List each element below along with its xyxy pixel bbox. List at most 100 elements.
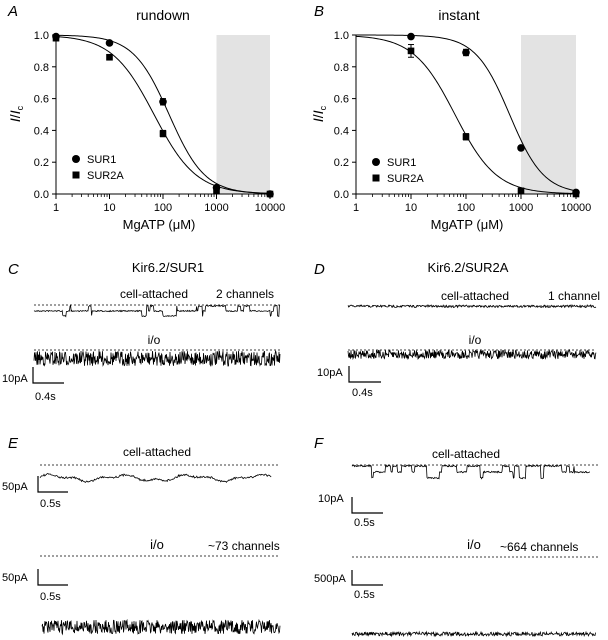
panel-b-y-tick-label: 0.6 [334, 94, 349, 106]
panel-b-title: instant [438, 7, 479, 23]
panel-a-y-tick-label: 0.0 [34, 189, 49, 201]
panel-f-scale1-x: 0.5s [354, 517, 375, 529]
panel-d: D Kir6.2/SUR2A cell-attached 1 channel i… [314, 260, 600, 399]
panel-a-title: rundown [136, 7, 190, 23]
panel-b-point-sur2a [572, 190, 580, 198]
panel-a-ylabel: I/Ic [7, 105, 25, 122]
panel-e-scale1-y: 50pA [2, 481, 28, 493]
panel-b-y-tick-label: 0.0 [334, 189, 349, 201]
panel-a-point-sur2a [213, 187, 220, 195]
panel-f-trace-io [351, 630, 596, 638]
panel-c-scale-x: 0.4s [35, 391, 56, 403]
panel-e-scale2-x: 0.5s [40, 591, 61, 603]
panel-b-ylabel: I/Ic [310, 105, 328, 122]
panel-f-channel-count: ~664 channels [500, 540, 578, 554]
panel-a-point-sur2a [106, 53, 113, 61]
panel-b-x-tick-label: 1 [353, 202, 359, 214]
panel-f-scale2-x: 0.5s [354, 589, 375, 601]
panel-a-plot: 0.0 0.2 0.4 0.6 0.8 1.0 1 10 100 1000 10000 SUR1 SUR… [34, 30, 286, 214]
panel-a-point-sur2a [159, 130, 167, 137]
panel-a: A rundown I/Ic MgATP (μM) 0.00.20.40.60.… [7, 3, 285, 232]
panel-a-point-sur1 [105, 39, 114, 47]
panel-b-point-sur2a [517, 187, 525, 195]
panel-b-xlabel: MgATP (μM) [431, 217, 504, 232]
panel-b-x-tick-label: 1000 [509, 202, 533, 214]
panel-d-label-io: i/o [469, 333, 482, 347]
panel-f-scale1-y: 10pA [318, 493, 344, 505]
panel-b-legend-marker-sur1 [372, 158, 380, 166]
panel-letter-e: E [8, 435, 19, 452]
panel-a-legend-label-sur2a: SUR2A [87, 170, 124, 182]
panel-a-y-tick-label: 0.6 [34, 94, 49, 106]
panel-e-scale-bar-2 [37, 569, 68, 586]
panel-b-legend-label-sur1: SUR1 [387, 157, 416, 169]
panel-d-title: Kir6.2/SUR2A [428, 260, 509, 275]
panel-e-scale2-y: 50pA [2, 572, 28, 584]
panel-b-y-tick-label: 0.8 [334, 62, 349, 74]
panel-d-scale-bar [348, 366, 381, 383]
panel-b-plot: 0.0 0.2 0.4 0.6 0.8 1.0 1 10 100 1000 10000 SUR1 SUR… [334, 30, 592, 214]
panel-b-point-sur1 [407, 32, 415, 41]
panel-e-trace-cell-attached [39, 473, 272, 483]
panel-c-trace-io [33, 350, 281, 367]
panel-b-x-tick-label: 100 [457, 202, 475, 214]
panel-c-title: Kir6.2/SUR1 [132, 260, 204, 275]
panel-a-x-tick-label: 1000 [204, 202, 228, 214]
panel-f-scale-bar-1 [351, 497, 383, 514]
panel-b-point-sur1 [462, 48, 470, 57]
panel-a-legend-marker-sur2a [72, 171, 80, 179]
panel-d-scale-y: 10pA [317, 367, 343, 379]
panel-a-y-tick-label: 1.0 [34, 30, 49, 42]
panel-d-trace-cell-attached [347, 304, 597, 309]
panel-a-y-tick-label: 0.8 [34, 62, 49, 74]
panel-f-label-io: i/o [467, 537, 481, 552]
panel-c-scale-y: 10pA [2, 373, 28, 385]
panel-d-channel-count: 1 channel [548, 289, 600, 303]
panel-e-scale-bar-1 [37, 476, 68, 493]
panel-a-point-sur2a [266, 190, 274, 198]
panel-f-scale2-y: 500pA [314, 573, 346, 585]
panel-c-label-io: i/o [148, 333, 161, 347]
panel-a-x-tick-label: 100 [154, 202, 172, 214]
panel-c-label-cell-attached: cell-attached [120, 287, 188, 301]
panel-a-legend-label-sur1: SUR1 [87, 154, 116, 166]
panel-e-label-io: i/o [150, 537, 164, 552]
panel-a-point-sur2a [52, 34, 60, 42]
panel-f: F cell-attached 10pA 0.5s i/o ~664 chann… [314, 435, 598, 638]
panel-b-legend-label-sur2a: SUR2A [387, 173, 424, 185]
panel-b-point-sur1 [517, 144, 525, 152]
panel-b-y-tick-label: 1.0 [334, 30, 349, 42]
panel-b-y-tick-label: 0.2 [334, 157, 349, 169]
panel-a-shaded-region [216, 35, 270, 194]
panel-a-y-tick-label: 0.2 [34, 157, 49, 169]
panel-a-point-sur1 [159, 97, 167, 106]
panel-a-x-tick-label: 10 [103, 202, 115, 214]
panel-e-label-cell-attached: cell-attached [123, 445, 191, 459]
panel-a-y-tick-label: 0.4 [34, 125, 49, 137]
panel-d-label-cell-attached: cell-attached [441, 289, 509, 303]
panel-letter-f: F [314, 435, 324, 452]
panel-b-point-sur2a [407, 47, 415, 55]
panel-b-point-sur2a [462, 133, 470, 141]
panel-e: E cell-attached 50pA 0.5s i/o ~73 channe… [2, 435, 281, 636]
panel-e-scale1-x: 0.5s [40, 498, 61, 510]
panel-e-channel-count: ~73 channels [208, 539, 280, 553]
panel-f-scale-bar-2 [351, 570, 383, 586]
panel-d-trace-io [347, 348, 597, 361]
panel-b-x-tick-label: 10 [405, 202, 417, 214]
panel-a-x-tick-label: 10000 [255, 202, 286, 214]
panel-letter-c: C [8, 261, 19, 278]
panel-b-x-tick-label: 10000 [561, 202, 592, 214]
panel-b-shaded-region [521, 35, 576, 194]
panel-letter-d: D [314, 261, 325, 278]
panel-b-y-tick-label: 0.4 [334, 125, 349, 137]
panel-b: B instant I/Ic MgATP (μM) 0.00.20.40.60.… [310, 3, 591, 232]
panel-b-legend-marker-sur2a [372, 174, 380, 182]
panel-c-trace-cell-attached [33, 304, 281, 318]
panel-letter-a: A [7, 3, 18, 20]
panel-a-legend-marker-sur1 [72, 155, 80, 163]
panel-b-fit-curve-sur1 [356, 34, 577, 192]
panel-a-x-tick-label: 1 [53, 202, 59, 214]
panel-letter-b: B [314, 3, 324, 20]
